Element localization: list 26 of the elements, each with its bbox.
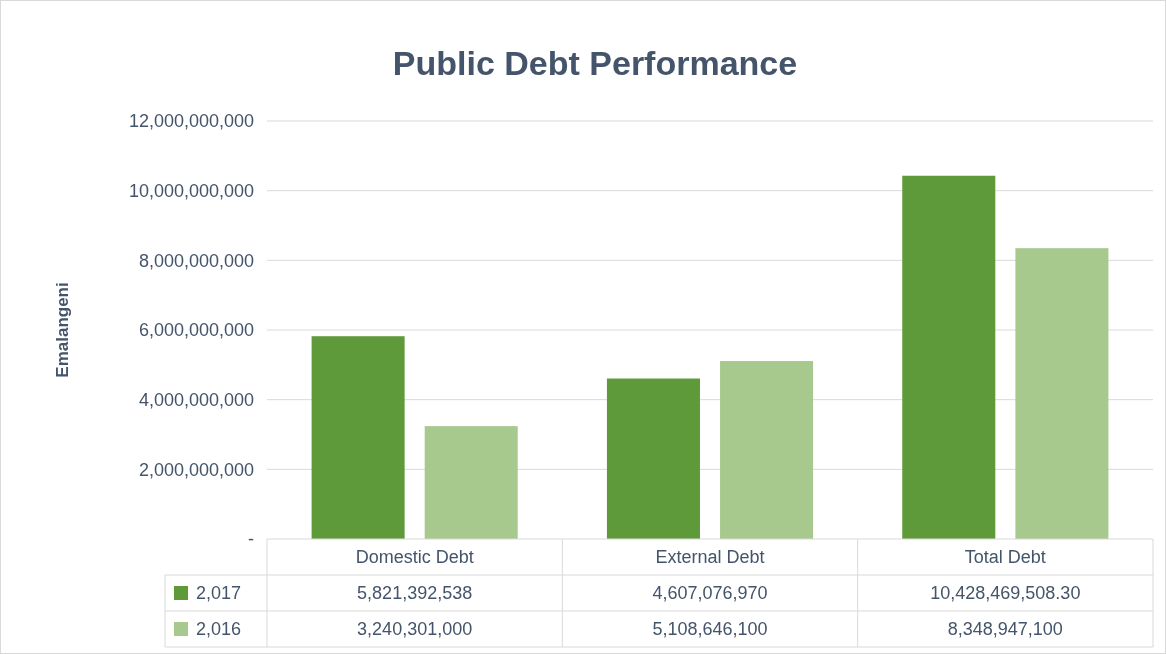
data-label: 10,428,469,508.30 [930,583,1081,604]
bar [902,175,996,539]
data-label: 5,821,392,538 [357,583,473,604]
bar [311,336,405,539]
legend-label: 2,017 [196,583,242,604]
y-axis-title: Emalangeni [53,282,72,378]
y-tick-label: 2,000,000,000 [138,459,254,480]
bar [720,361,814,539]
legend-label: 2,016 [196,619,242,640]
data-label: 3,240,301,000 [357,619,473,640]
bar [606,378,700,539]
y-tick-label: - [248,529,254,550]
y-tick-label: 6,000,000,000 [138,320,254,341]
y-tick-label: 4,000,000,000 [138,389,254,410]
x-tick-label: External Debt [655,547,765,568]
chart-title: Public Debt Performance [392,44,798,82]
bar [424,426,518,539]
data-label: 8,348,947,100 [947,619,1063,640]
bar [1015,248,1109,539]
x-tick-label: Domestic Debt [355,547,474,568]
data-label: 4,607,076,970 [652,583,768,604]
y-tick-label: 10,000,000,000 [128,180,254,201]
y-tick-label: 8,000,000,000 [138,250,254,271]
x-tick-label: Total Debt [964,547,1046,568]
data-label: 5,108,646,100 [652,619,768,640]
y-tick-label: 12,000,000,000 [128,111,254,132]
